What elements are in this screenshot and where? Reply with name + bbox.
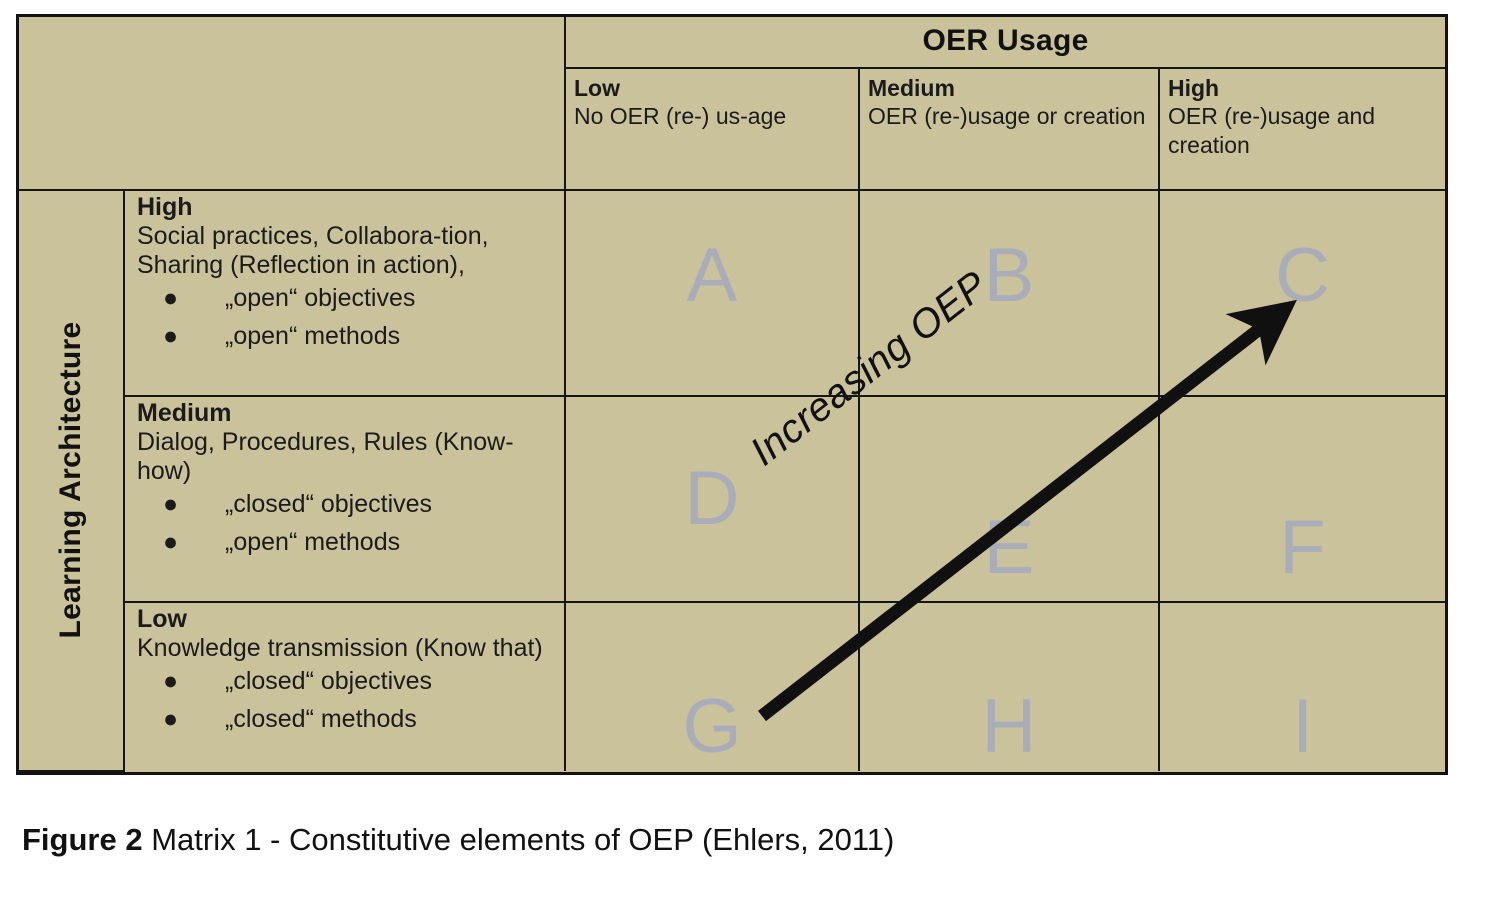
list-item-label: „open“ methods bbox=[225, 527, 401, 556]
row-header-low-level: Low bbox=[137, 604, 187, 633]
column-header-medium: Medium OER (re-)usage or creation bbox=[858, 66, 1160, 191]
oep-matrix: OER Usage Low No OER (re-) us-age Me bbox=[16, 14, 1448, 775]
column-header-high-content: High OER (re-)usage and creation bbox=[1160, 69, 1445, 168]
column-header-high-desc: OER (re-)usage and creation bbox=[1168, 103, 1376, 159]
list-item-label: „open“ methods bbox=[225, 321, 401, 350]
corner-cell-levels bbox=[19, 67, 566, 190]
bullet-icon: ● bbox=[163, 704, 179, 733]
figure-caption-text: Matrix 1 - Constitutive elements of OEP … bbox=[142, 822, 895, 857]
cell-E: E bbox=[858, 394, 1160, 603]
list-item-label: „closed“ objectives bbox=[225, 490, 433, 519]
cell-F: F bbox=[1157, 394, 1446, 603]
cell-A: A bbox=[564, 188, 860, 397]
list-item: ● „closed“ methods bbox=[163, 701, 558, 739]
row-axis-title-cell: Learning Architecture bbox=[19, 188, 125, 773]
row-header-high-level: High bbox=[137, 192, 193, 221]
column-header-low-desc: No OER (re-) us-age bbox=[574, 103, 787, 130]
column-header-medium-content: Medium OER (re-)usage or creation bbox=[860, 69, 1158, 140]
row-header-medium-level: Medium bbox=[137, 398, 232, 427]
column-header-medium-desc: OER (re-)usage or creation bbox=[868, 103, 1146, 130]
column-header-medium-level: Medium bbox=[868, 74, 955, 101]
cell-I: I bbox=[1157, 600, 1446, 771]
row-header-low: Low Knowledge transmission (Know that) ●… bbox=[123, 600, 566, 771]
cell-letter-E: E bbox=[983, 504, 1035, 590]
cell-H: H bbox=[858, 600, 1160, 771]
list-item: ● „open“ methods bbox=[163, 524, 558, 562]
cell-D: D bbox=[564, 394, 860, 603]
cell-letter-I: I bbox=[1291, 684, 1314, 770]
list-item: ● „closed“ objectives bbox=[163, 663, 558, 701]
row-header-low-content: Low Knowledge transmission (Know that) ●… bbox=[125, 603, 564, 743]
cell-letter-B: B bbox=[983, 233, 1035, 319]
list-item-label: „open“ objectives bbox=[225, 284, 416, 313]
cell-letter-G: G bbox=[682, 684, 742, 770]
row-header-medium: Medium Dialog, Procedures, Rules (Know-h… bbox=[123, 394, 566, 603]
matrix-table: OER Usage Low No OER (re-) us-age Me bbox=[19, 17, 1446, 773]
list-item-label: „closed“ objectives bbox=[225, 667, 433, 696]
list-item: ● „open“ methods bbox=[163, 318, 558, 356]
list-item: ● „closed“ objectives bbox=[163, 486, 558, 524]
bullet-icon: ● bbox=[163, 490, 179, 519]
row-axis-title-wrap: Learning Architecture bbox=[19, 191, 123, 770]
table-row-column-headers: Low No OER (re-) us-age Medium OER (re-)… bbox=[19, 66, 1446, 191]
column-header-low-level: Low bbox=[574, 74, 620, 101]
cell-G: G bbox=[564, 600, 860, 771]
row-header-medium-content: Medium Dialog, Procedures, Rules (Know-h… bbox=[125, 397, 564, 566]
bullet-icon: ● bbox=[163, 527, 179, 556]
table-row-oer-title: OER Usage bbox=[19, 17, 1446, 69]
row-header-low-desc: Knowledge transmission (Know that) bbox=[137, 633, 543, 662]
row-header-high-content: High Social practices, Collabora-tion, S… bbox=[125, 191, 564, 360]
cell-B: B bbox=[858, 188, 1160, 397]
cell-letter-F: F bbox=[1279, 504, 1326, 590]
figure-caption: Figure 2 Matrix 1 - Constitutive element… bbox=[22, 822, 894, 858]
cell-letter-C: C bbox=[1275, 233, 1330, 319]
column-header-low: Low No OER (re-) us-age bbox=[564, 66, 860, 191]
bullet-icon: ● bbox=[163, 284, 179, 313]
row-axis-title: Learning Architecture bbox=[54, 321, 87, 639]
table-row-high: Learning Architecture High Social practi… bbox=[19, 188, 1446, 773]
row-header-medium-bullets: ● „closed“ objectives ● „open“ methods bbox=[137, 486, 558, 561]
column-axis-title: OER Usage bbox=[922, 24, 1089, 57]
column-header-high-level: High bbox=[1168, 74, 1220, 101]
list-item-label: „closed“ methods bbox=[225, 704, 417, 733]
cell-C: C bbox=[1157, 188, 1446, 397]
cell-letter-H: H bbox=[981, 684, 1037, 770]
row-header-low-bullets: ● „closed“ objectives ● „closed“ methods bbox=[137, 663, 558, 738]
list-item: ● „open“ objectives bbox=[163, 280, 558, 318]
bullet-icon: ● bbox=[163, 667, 179, 696]
corner-cell-top bbox=[19, 17, 566, 68]
row-header-high-desc: Social practices, Collabora-tion, Sharin… bbox=[137, 221, 489, 280]
column-axis-title-cell: OER Usage bbox=[563, 17, 1446, 69]
table-row-medium: Medium Dialog, Procedures, Rules (Know-h… bbox=[19, 394, 1446, 603]
figure-caption-label: Figure 2 bbox=[22, 822, 143, 857]
row-header-medium-desc: Dialog, Procedures, Rules (Know-how) bbox=[137, 427, 514, 486]
cell-letter-A: A bbox=[686, 233, 738, 319]
row-header-high: High Social practices, Collabora-tion, S… bbox=[123, 188, 566, 397]
row-header-high-bullets: ● „open“ objectives ● „open“ methods bbox=[137, 280, 558, 355]
cell-letter-D: D bbox=[684, 455, 740, 541]
column-header-high: High OER (re-)usage and creation bbox=[1157, 66, 1446, 191]
bullet-icon: ● bbox=[163, 321, 179, 350]
column-header-low-content: Low No OER (re-) us-age bbox=[566, 69, 858, 140]
table-row-low: Low Knowledge transmission (Know that) ●… bbox=[19, 600, 1446, 771]
